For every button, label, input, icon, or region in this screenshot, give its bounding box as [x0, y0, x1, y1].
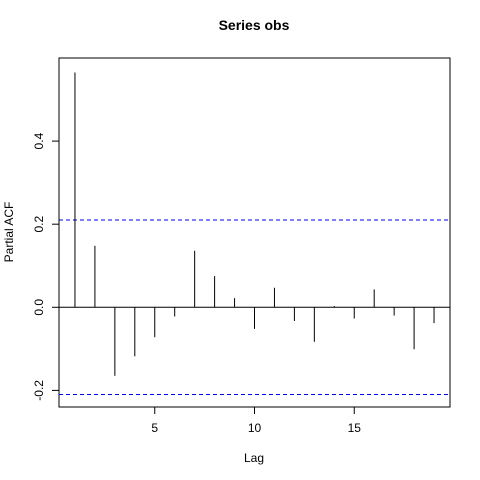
x-axis-label: Lag — [244, 451, 264, 465]
y-tick-label-3: 0.4 — [32, 132, 46, 149]
x-axis: 5 10 15 — [151, 406, 362, 435]
y-tick-label-1: 0.0 — [32, 299, 46, 316]
y-axis-label: Partial ACF — [2, 202, 16, 263]
y-axis: -0.2 0.0 0.2 0.4 — [32, 132, 60, 401]
x-tick-label-15: 15 — [348, 421, 362, 435]
y-tick-label-0: -0.2 — [32, 380, 46, 401]
chart-title: Series obs — [219, 17, 290, 33]
y-tick-label-2: 0.2 — [32, 216, 46, 233]
x-tick-label-5: 5 — [151, 421, 158, 435]
x-tick-label-10: 10 — [248, 421, 262, 435]
pacf-spikes — [74, 72, 435, 376]
